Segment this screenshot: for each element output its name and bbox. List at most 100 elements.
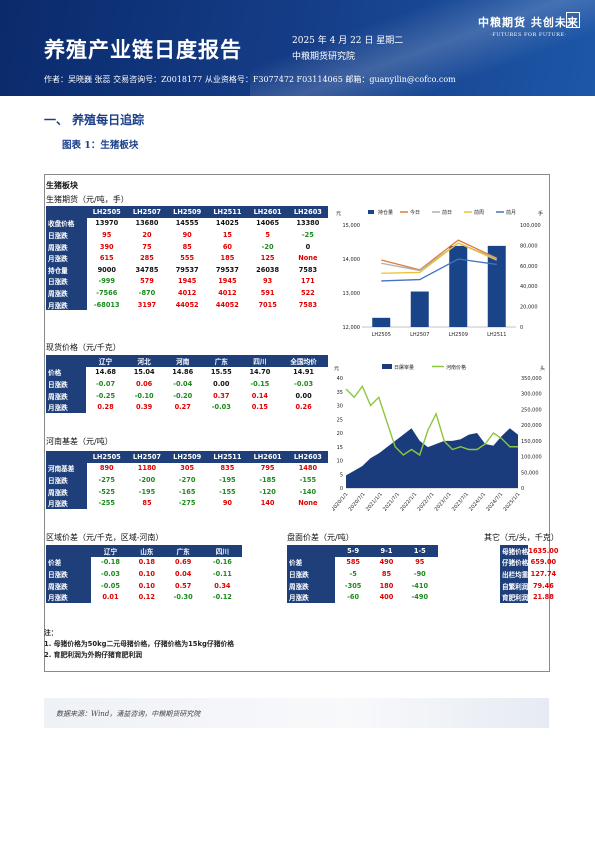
table-cell: 0.00 xyxy=(295,391,312,400)
table-cell: 0.34 xyxy=(214,581,231,590)
table-cell: 0.14 xyxy=(251,391,269,400)
note-2: 2. 育肥利润为外购仔猪育肥利润 xyxy=(44,651,143,659)
series-line xyxy=(381,258,497,282)
table-cell: 90 xyxy=(182,230,192,239)
table-cell: 90 xyxy=(222,499,232,508)
table-cell: 0.04 xyxy=(175,569,192,578)
column-header: LH2601 xyxy=(247,206,288,218)
y-tick-right: 200,000 xyxy=(521,423,542,429)
logo-mark-icon xyxy=(566,12,580,28)
line-henan-price xyxy=(345,384,518,457)
row-label: 周涨跌 xyxy=(287,579,335,592)
row-label: 月涨跌 xyxy=(287,591,335,603)
table-cell: 522 xyxy=(300,288,315,297)
table-cell: -0.20 xyxy=(173,391,193,400)
y-tick-left: 14,000 xyxy=(343,257,361,263)
table-header-row: LH2505 LH2507 LH2509 LH2511 LH2601 LH2603 xyxy=(46,451,328,463)
series-line xyxy=(381,239,498,271)
area-slaughter-volume xyxy=(346,428,518,488)
table-cell: None xyxy=(298,499,318,508)
table-cell: 79537 xyxy=(175,265,199,274)
table-cell: 400 xyxy=(379,593,394,602)
table-cell: 490 xyxy=(379,558,394,567)
table-cell: 14.70 xyxy=(249,368,271,377)
header-corner xyxy=(46,545,91,557)
table-cell: 14.91 xyxy=(293,368,315,377)
table-cell: 75 xyxy=(142,242,152,251)
column-header: LH2509 xyxy=(167,451,208,463)
data-source: 数据来源：Wind，涌益咨询，中粮期货研究院 xyxy=(56,710,201,718)
table-cell: -165 xyxy=(178,487,196,496)
legend-label: 河南价格 xyxy=(446,364,466,371)
y-tick-right: 350,000 xyxy=(521,376,542,382)
table-cell: 1635.00 xyxy=(528,546,559,555)
table-cell: 79537 xyxy=(215,265,239,274)
table-cell: 26038 xyxy=(256,265,280,274)
figure-title: 图表 1：生猪板块 xyxy=(62,140,139,151)
table-cell: -20 xyxy=(261,242,274,251)
column-header: 河南 xyxy=(163,355,203,367)
x-tick: 2023/1/1 xyxy=(434,491,453,512)
y-tick-left: 30 xyxy=(337,404,343,410)
legend-swatch xyxy=(382,364,392,369)
y-tick-right: 20,000 xyxy=(520,305,538,311)
spot-label: 现货价格（元/千克） xyxy=(46,343,121,352)
logo-en-text: ·FUTURES FOR FUTURE· xyxy=(490,32,567,38)
table-cell: 95 xyxy=(415,558,425,567)
x-tick: 2022/1/1 xyxy=(399,491,418,512)
row-label: 月涨跌 xyxy=(46,591,91,603)
column-header: 1-5 xyxy=(401,545,438,557)
table-cell: 13380 xyxy=(296,219,320,228)
row-label: 周涨跌 xyxy=(46,485,87,498)
table-cell: -255 xyxy=(98,499,115,508)
row-label: 价格 xyxy=(46,366,87,379)
table-cell: 0 xyxy=(305,242,311,251)
x-tick: 2020/7/1 xyxy=(348,491,367,512)
table-row: 出栏均重 127.74 xyxy=(500,568,558,580)
header-corner xyxy=(287,545,335,557)
row-label: 月涨跌 xyxy=(46,298,87,311)
table-cell: -0.12 xyxy=(212,593,232,602)
table-cell: 14025 xyxy=(215,219,239,228)
report-date: 2025 年 4 月 22 日 星期二 xyxy=(292,36,404,46)
table-cell: 579 xyxy=(140,277,154,286)
spot-table: 辽宁 河北 河南 广东 四川 全国均价 价格 14.68 15.04 14.86 15.55 14.7… xyxy=(46,355,328,413)
table-cell: -0.07 xyxy=(96,379,116,388)
row-label: 周涨跌 xyxy=(46,579,91,592)
column-header: 四川 xyxy=(240,355,280,367)
table-row: 日涨跌 -0.03 0.10 0.04 -0.11 xyxy=(46,568,242,580)
table-cell: -155 xyxy=(299,475,317,484)
table-cell: 0.26 xyxy=(295,403,312,412)
y-tick-right: 60,000 xyxy=(520,264,538,270)
y-axis-label-left: 元 xyxy=(336,211,341,217)
table-cell: 585 xyxy=(346,558,361,567)
legend-swatch xyxy=(368,210,374,214)
table-cell: 0.06 xyxy=(136,379,153,388)
table-row: 日涨跌 -275 -200 -270 -195 -185 -155 xyxy=(46,474,328,486)
row-label: 周涨跌 xyxy=(46,389,87,402)
table-cell: 890 xyxy=(99,464,114,473)
table-cell: 15 xyxy=(222,230,232,239)
table-row: 月涨跌 0.01 0.12 -0.30 -0.12 xyxy=(46,591,242,603)
table-header-row: LH2505 LH2507 LH2509 LH2511 LH2601 LH2603 xyxy=(46,206,328,218)
column-header: 广东 xyxy=(202,355,241,367)
table-cell: 615 xyxy=(99,254,114,263)
other-table: 母猪价格 1635.00 仔猪价格 659.00 出栏均重 127.74 自繁利润 79.46… xyxy=(500,545,558,603)
column-header: LH2601 xyxy=(247,451,288,463)
row-label: 日涨跌 xyxy=(46,474,87,486)
y-tick-left: 20 xyxy=(337,431,343,437)
y-tick-right: 300,000 xyxy=(521,392,542,398)
x-tick: LH2509 xyxy=(449,332,468,338)
legend-label: 持仓量 xyxy=(378,209,393,216)
row-label: 育肥利润 xyxy=(500,591,529,603)
table-cell: -60 xyxy=(347,593,360,602)
table-cell: 14555 xyxy=(175,219,199,228)
note-1: 1. 母猪价格为50kg二元母猪价格，仔猪价格为15kg仔猪价格 xyxy=(44,640,235,648)
table-cell: 1945 xyxy=(218,277,237,286)
table-cell: 93 xyxy=(263,277,273,286)
table-row: 价格 14.68 15.04 14.86 15.55 14.70 14.91 xyxy=(46,366,328,379)
table-cell: 13680 xyxy=(135,219,159,228)
basis-label: 河南基差（元/吨） xyxy=(46,437,113,446)
table-cell: -0.05 xyxy=(100,581,120,590)
table-cell: 0.00 xyxy=(213,379,230,388)
